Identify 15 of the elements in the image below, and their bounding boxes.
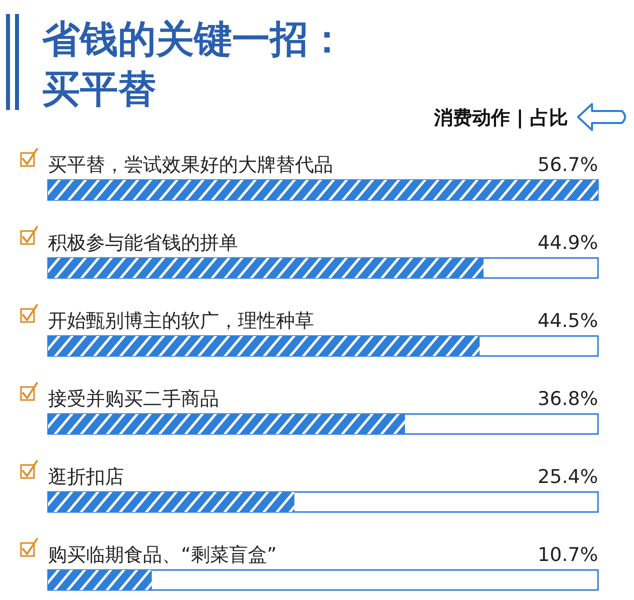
- y-tick-label: 积极参与能省钱的拼单: [48, 232, 238, 254]
- bar: [48, 570, 152, 590]
- data-label: 36.8%: [538, 388, 598, 410]
- data-label: 10.7%: [538, 544, 598, 566]
- data-label: 44.9%: [538, 232, 598, 254]
- y-tick-label: 买平替，尝试效果好的大牌替代品: [48, 154, 333, 176]
- y-tick-label: 购买临期食品、“剩菜盲盒”: [48, 544, 277, 566]
- y-tick-label: 接受并购买二手商品: [48, 388, 219, 410]
- data-label: 56.7%: [538, 154, 598, 176]
- y-tick-label: 开始甄别博主的软广，理性种草: [48, 310, 314, 332]
- text: 消费动作 | 占比: [432, 107, 568, 129]
- y-tick-label: 逛折扣店: [48, 466, 124, 488]
- data-label: 25.4%: [538, 466, 598, 488]
- chart-title: 省钱的关键一招：买平替: [41, 17, 346, 111]
- data-label: 44.5%: [538, 310, 598, 332]
